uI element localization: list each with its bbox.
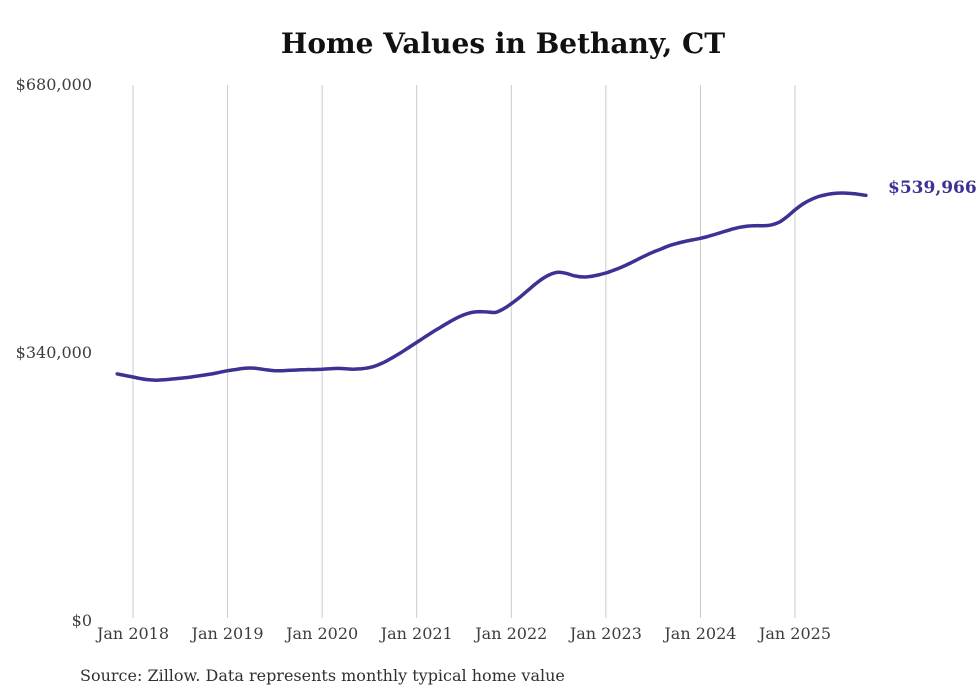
y-tick-label: $680,000 xyxy=(15,75,92,94)
source-note: Source: Zillow. Data represents monthly … xyxy=(80,666,565,685)
y-tick-label: $0 xyxy=(71,611,92,630)
x-tick-label: Jan 2022 xyxy=(475,624,548,643)
x-tick-label: Jan 2020 xyxy=(286,624,359,643)
x-tick-label: Jan 2024 xyxy=(664,624,737,643)
x-tick-label: Jan 2019 xyxy=(191,624,264,643)
x-tick-label: Jan 2025 xyxy=(758,624,832,643)
current-value-label: $539,966 xyxy=(888,178,977,198)
x-tick-label: Jan 2018 xyxy=(96,624,170,643)
y-tick-label: $340,000 xyxy=(15,343,92,362)
chart-title: Home Values in Bethany, CT xyxy=(280,27,726,60)
x-tick-label: Jan 2023 xyxy=(569,624,642,643)
x-tick-label: Jan 2021 xyxy=(380,624,453,643)
gridlines xyxy=(132,85,796,618)
home-value-line xyxy=(115,191,868,382)
